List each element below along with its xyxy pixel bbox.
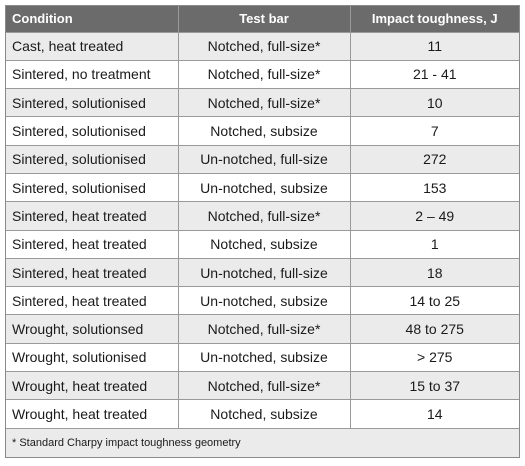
cell-impact-toughness: 7 xyxy=(350,116,519,146)
table-row: Sintered, solutionised Notched, full-size… xyxy=(6,88,519,117)
cell-test-bar: Notched, full-size* xyxy=(178,314,351,344)
cell-condition: Sintered, heat treated xyxy=(6,257,179,287)
cell-condition: Sintered, heat treated xyxy=(6,286,179,315)
table-row: Sintered, solutionised Un-notched, subsiz… xyxy=(6,172,519,202)
cell-test-bar: Un-notched, subsize xyxy=(178,172,351,202)
cell-condition: Sintered, heat treated xyxy=(6,201,179,231)
table-row: Cast, heat treated Notched, full-size* 11 xyxy=(6,31,519,61)
table-row: Wrought, solutionsed Notched, full-size* 4… xyxy=(6,314,519,344)
cell-condition: Sintered, heat treated xyxy=(6,229,179,259)
table-row: Sintered, heat treated Notched, subsize 1 xyxy=(6,229,519,259)
cell-condition: Sintered, no treatment xyxy=(6,59,179,89)
table-row: Wrought, solutionised Un-notched, subsize… xyxy=(6,342,519,372)
cell-test-bar: Notched, subsize xyxy=(178,229,351,259)
column-header-test-bar: Test bar xyxy=(178,6,351,32)
table-row: Sintered, no treatment Notched, full-size… xyxy=(6,59,519,89)
cell-test-bar: Notched, full-size* xyxy=(178,371,351,400)
cell-impact-toughness: 153 xyxy=(350,172,519,202)
cell-condition: Wrought, heat treated xyxy=(6,371,179,400)
cell-test-bar: Notched, full-size* xyxy=(178,201,351,231)
cell-test-bar: Un-notched, subsize xyxy=(178,286,351,315)
cell-condition: Wrought, solutionsed xyxy=(6,314,179,344)
cell-condition: Wrought, heat treated xyxy=(6,399,179,429)
column-header-condition: Condition xyxy=(6,6,179,32)
cell-impact-toughness: 14 xyxy=(350,399,519,429)
cell-test-bar: Notched, subsize xyxy=(178,116,351,146)
cell-impact-toughness: 11 xyxy=(350,31,519,61)
table-row: Sintered, heat treated Notched, full-size… xyxy=(6,201,519,231)
table-footnote: * Standard Charpy impact toughness geome… xyxy=(6,428,519,458)
cell-impact-toughness: 1 xyxy=(350,229,519,259)
cell-condition: Sintered, solutionised xyxy=(6,144,179,174)
cell-test-bar: Un-notched, subsize xyxy=(178,342,351,372)
cell-test-bar: Un-notched, full-size xyxy=(178,144,351,174)
table-row: Sintered, solutionised Un-notched, full-s… xyxy=(6,144,519,174)
table-row: Sintered, heat treated Un-notched, full-s… xyxy=(6,257,519,287)
cell-condition: Sintered, solutionised xyxy=(6,172,179,202)
impact-toughness-table: Condition Test bar Impact toughness, J C… xyxy=(5,5,520,459)
cell-condition: Cast, heat treated xyxy=(6,31,179,61)
cell-impact-toughness: 18 xyxy=(350,257,519,287)
cell-impact-toughness: 272 xyxy=(350,144,519,174)
table-row: Sintered, heat treated Un-notched, subsiz… xyxy=(6,286,519,315)
cell-impact-toughness: 10 xyxy=(350,88,519,117)
cell-impact-toughness: 21 - 41 xyxy=(350,59,519,89)
cell-impact-toughness: 15 to 37 xyxy=(350,371,519,400)
cell-test-bar: Notched, full-size* xyxy=(178,31,351,61)
cell-condition: Wrought, solutionised xyxy=(6,342,179,372)
cell-condition: Sintered, solutionised xyxy=(6,116,179,146)
cell-impact-toughness: > 275 xyxy=(350,342,519,372)
cell-condition: Sintered, solutionised xyxy=(6,88,179,117)
table-row: Wrought, heat treated Notched, full-size*… xyxy=(6,371,519,400)
cell-test-bar: Notched, full-size* xyxy=(178,88,351,117)
cell-test-bar: Notched, full-size* xyxy=(178,59,351,89)
cell-test-bar: Notched, subsize xyxy=(178,399,351,429)
cell-impact-toughness: 48 to 275 xyxy=(350,314,519,344)
data-table: Condition Test bar Impact toughness, J C… xyxy=(6,6,519,429)
column-header-impact-toughness: Impact toughness, J xyxy=(350,6,519,32)
table-row: Wrought, heat treated Notched, subsize 14 xyxy=(6,399,519,429)
header-row: Condition Test bar Impact toughness, J xyxy=(6,6,519,32)
table-row: Sintered, solutionised Notched, subsize 7 xyxy=(6,116,519,146)
cell-test-bar: Un-notched, full-size xyxy=(178,257,351,287)
cell-impact-toughness: 14 to 25 xyxy=(350,286,519,315)
cell-impact-toughness: 2 – 49 xyxy=(350,201,519,231)
